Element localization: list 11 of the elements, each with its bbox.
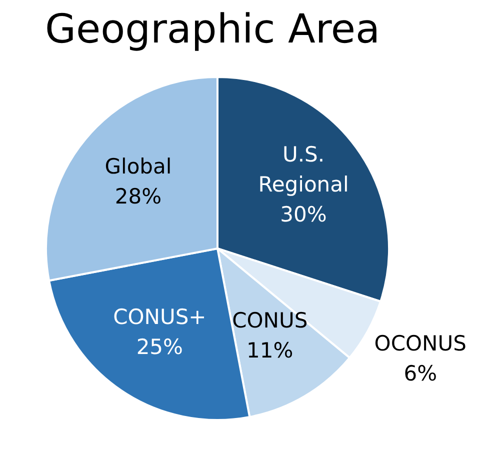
data-label: 6% <box>404 361 438 386</box>
data-label: 28% <box>114 184 162 208</box>
chart-title: Geographic Area <box>45 6 380 52</box>
data-label: 25% <box>136 335 184 360</box>
data-label: 30% <box>280 202 327 226</box>
slice-label: OCONUS <box>374 331 466 356</box>
slice-label: CONUS+ <box>113 305 206 330</box>
data-label: 11% <box>246 338 294 363</box>
slice-label: Global <box>104 154 172 178</box>
slice-label: U.S. Regional <box>258 142 349 196</box>
slice-label: CONUS <box>232 308 308 333</box>
